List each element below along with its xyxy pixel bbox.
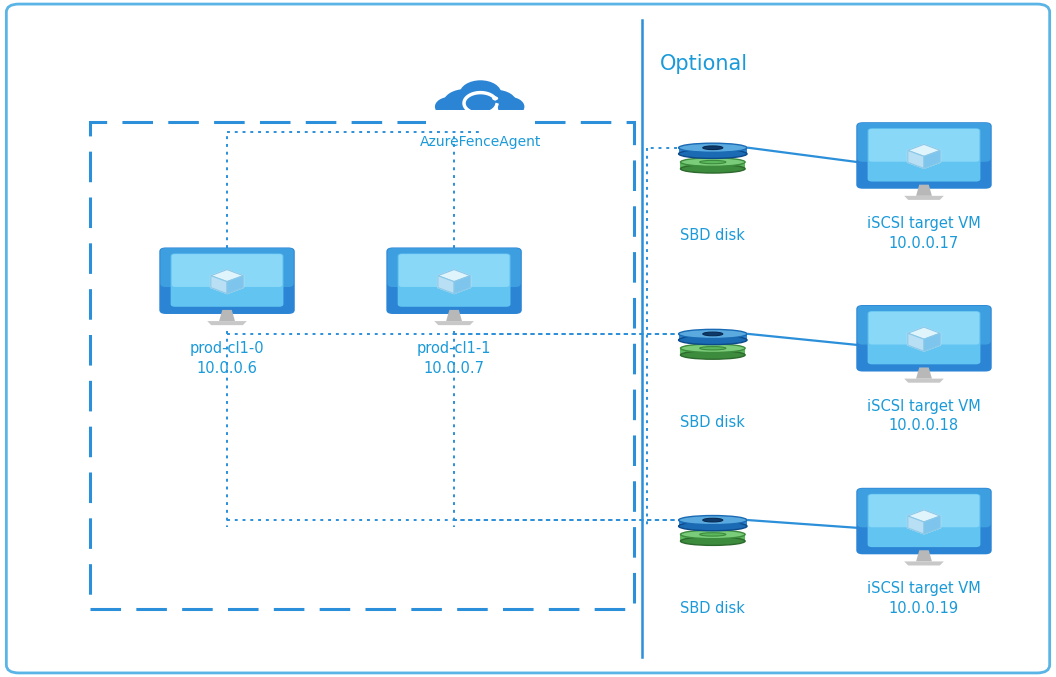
Ellipse shape bbox=[679, 149, 747, 158]
FancyBboxPatch shape bbox=[857, 123, 991, 162]
FancyBboxPatch shape bbox=[161, 248, 294, 287]
Text: iSCSI target VM
10.0.0.18: iSCSI target VM 10.0.0.18 bbox=[867, 399, 981, 433]
FancyBboxPatch shape bbox=[869, 129, 979, 162]
Polygon shape bbox=[904, 196, 944, 200]
FancyBboxPatch shape bbox=[856, 488, 992, 554]
Polygon shape bbox=[454, 276, 470, 294]
Ellipse shape bbox=[700, 533, 725, 536]
Polygon shape bbox=[908, 510, 940, 522]
Ellipse shape bbox=[700, 347, 725, 350]
Ellipse shape bbox=[679, 516, 747, 525]
Bar bbox=[90, 122, 634, 609]
Polygon shape bbox=[438, 276, 454, 294]
Text: SBD disk: SBD disk bbox=[680, 414, 746, 430]
Polygon shape bbox=[227, 276, 243, 294]
Polygon shape bbox=[437, 269, 471, 294]
FancyBboxPatch shape bbox=[857, 306, 991, 345]
Polygon shape bbox=[917, 185, 931, 196]
Ellipse shape bbox=[703, 146, 722, 150]
Ellipse shape bbox=[679, 329, 747, 338]
Bar bbox=[680, 162, 746, 169]
Circle shape bbox=[492, 96, 498, 100]
Polygon shape bbox=[904, 561, 944, 565]
Polygon shape bbox=[220, 310, 234, 321]
Bar bbox=[680, 348, 746, 355]
Polygon shape bbox=[924, 516, 940, 534]
FancyBboxPatch shape bbox=[868, 311, 980, 364]
FancyBboxPatch shape bbox=[172, 254, 282, 287]
Polygon shape bbox=[446, 310, 463, 321]
FancyBboxPatch shape bbox=[6, 4, 1050, 673]
Bar bbox=[679, 520, 747, 526]
Polygon shape bbox=[908, 333, 924, 351]
FancyBboxPatch shape bbox=[868, 494, 980, 547]
Ellipse shape bbox=[703, 519, 722, 522]
Polygon shape bbox=[907, 509, 941, 535]
Polygon shape bbox=[924, 150, 940, 169]
FancyBboxPatch shape bbox=[869, 494, 979, 527]
Text: iSCSI target VM
10.0.0.19: iSCSI target VM 10.0.0.19 bbox=[867, 582, 981, 616]
Polygon shape bbox=[908, 327, 940, 339]
Polygon shape bbox=[210, 269, 244, 294]
Polygon shape bbox=[908, 144, 940, 156]
Circle shape bbox=[493, 97, 525, 116]
Text: prod-cl1-1
10.0.0.7: prod-cl1-1 10.0.0.7 bbox=[417, 341, 491, 376]
Ellipse shape bbox=[703, 332, 722, 336]
Ellipse shape bbox=[679, 521, 747, 531]
Circle shape bbox=[444, 89, 487, 117]
FancyBboxPatch shape bbox=[388, 248, 521, 287]
Polygon shape bbox=[438, 269, 470, 282]
Ellipse shape bbox=[680, 344, 746, 353]
Polygon shape bbox=[908, 150, 924, 169]
Bar bbox=[679, 334, 747, 340]
Ellipse shape bbox=[680, 351, 746, 359]
Polygon shape bbox=[434, 321, 474, 325]
Circle shape bbox=[435, 97, 466, 116]
Polygon shape bbox=[908, 516, 924, 534]
FancyBboxPatch shape bbox=[399, 254, 509, 287]
Bar bbox=[680, 534, 746, 541]
Text: SBD disk: SBD disk bbox=[680, 601, 746, 616]
Circle shape bbox=[459, 81, 502, 107]
Text: SBD disk: SBD disk bbox=[680, 228, 746, 244]
Polygon shape bbox=[211, 269, 243, 282]
Ellipse shape bbox=[680, 530, 746, 539]
Polygon shape bbox=[904, 378, 944, 383]
FancyBboxPatch shape bbox=[856, 305, 992, 372]
Ellipse shape bbox=[679, 143, 747, 152]
Polygon shape bbox=[211, 276, 227, 294]
Polygon shape bbox=[924, 333, 940, 351]
Circle shape bbox=[450, 89, 505, 125]
FancyBboxPatch shape bbox=[856, 123, 992, 189]
Ellipse shape bbox=[679, 335, 747, 345]
Bar bbox=[426, 110, 535, 126]
FancyBboxPatch shape bbox=[868, 128, 980, 181]
Text: iSCSI target VM
10.0.0.17: iSCSI target VM 10.0.0.17 bbox=[867, 216, 981, 250]
Ellipse shape bbox=[680, 165, 746, 173]
Polygon shape bbox=[917, 550, 931, 561]
Polygon shape bbox=[907, 326, 941, 352]
Text: prod-cl1-0
10.0.0.6: prod-cl1-0 10.0.0.6 bbox=[190, 341, 264, 376]
FancyBboxPatch shape bbox=[869, 311, 979, 345]
Text: Optional: Optional bbox=[660, 54, 748, 74]
FancyBboxPatch shape bbox=[159, 248, 295, 314]
FancyBboxPatch shape bbox=[398, 253, 510, 307]
Ellipse shape bbox=[680, 537, 746, 546]
FancyBboxPatch shape bbox=[386, 248, 522, 314]
Circle shape bbox=[475, 90, 516, 116]
Polygon shape bbox=[207, 321, 247, 325]
Polygon shape bbox=[917, 368, 931, 378]
Bar bbox=[679, 148, 747, 154]
FancyBboxPatch shape bbox=[171, 253, 283, 307]
FancyBboxPatch shape bbox=[857, 489, 991, 527]
Polygon shape bbox=[907, 144, 941, 169]
Ellipse shape bbox=[700, 160, 725, 164]
Text: AzureFenceAgent: AzureFenceAgent bbox=[420, 135, 541, 150]
Ellipse shape bbox=[680, 158, 746, 167]
